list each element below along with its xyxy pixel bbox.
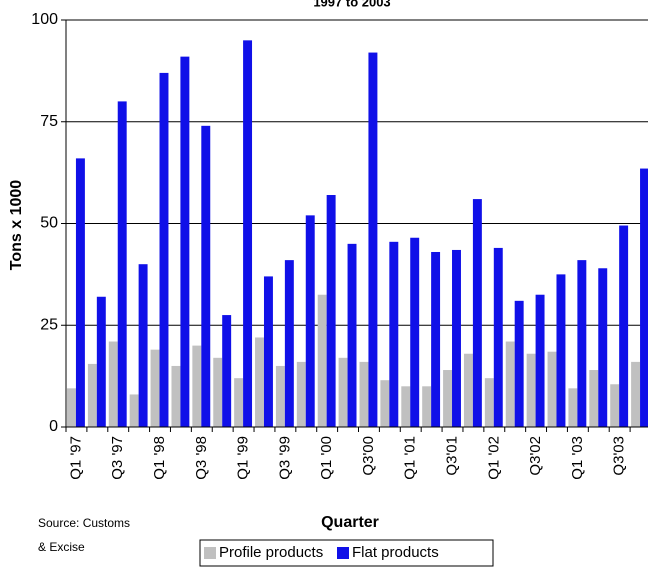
bar <box>598 268 608 427</box>
x-tick-label: Q3'00 <box>360 436 377 476</box>
bar <box>192 345 202 427</box>
bar <box>535 294 545 427</box>
bar <box>589 370 599 427</box>
x-tick-label: Q1 '01 <box>402 436 419 480</box>
x-tick-label: Q1 '00 <box>318 436 335 480</box>
x-tick-label: Q3 '99 <box>276 436 293 480</box>
bar <box>368 52 378 428</box>
bar <box>275 365 285 427</box>
bar <box>338 357 348 427</box>
y-tick-label: 100 <box>31 11 58 28</box>
bar <box>296 361 306 427</box>
bar <box>484 378 494 427</box>
bar <box>422 386 432 427</box>
x-tick-label: Q1 '99 <box>235 436 252 480</box>
bar <box>180 56 190 427</box>
y-tick-label: 75 <box>40 113 58 130</box>
bar <box>431 251 441 427</box>
bar <box>305 215 315 427</box>
source-note: Source: Customs <box>38 516 130 530</box>
bar <box>129 394 139 427</box>
bar <box>640 168 648 427</box>
bar <box>87 363 97 427</box>
x-tick-label: Q1 '03 <box>569 436 586 480</box>
y-axis-label: Tons x 1000 <box>8 180 25 271</box>
bar <box>138 264 148 427</box>
bar <box>222 315 232 427</box>
bar <box>452 249 461 427</box>
x-tick-label: Q3 '98 <box>193 436 210 480</box>
bar <box>96 296 106 427</box>
bar <box>326 195 336 427</box>
bar <box>389 241 399 427</box>
bar <box>159 72 169 427</box>
bar <box>347 243 357 427</box>
bar <box>255 337 264 427</box>
bar <box>380 380 390 427</box>
bar <box>67 388 76 427</box>
bar <box>284 260 294 427</box>
bar <box>514 300 524 427</box>
bar <box>568 388 578 427</box>
x-tick-label: Q1 '97 <box>67 436 84 480</box>
x-tick-label: Q1 '02 <box>485 436 502 480</box>
bar <box>108 341 118 427</box>
bar <box>201 125 211 427</box>
bar <box>359 361 369 427</box>
legend-swatch <box>204 547 216 559</box>
bar <box>150 349 160 427</box>
source-note: & Excise <box>38 540 85 554</box>
bar <box>463 353 473 427</box>
bar <box>171 365 181 427</box>
bar <box>117 101 127 428</box>
bar <box>443 370 453 427</box>
bar <box>631 361 641 427</box>
bar <box>577 260 587 427</box>
x-tick-label: Q3'01 <box>443 436 460 476</box>
bar <box>243 40 253 427</box>
chart-title: 1997 to 2003 <box>313 0 390 9</box>
x-tick-label: Q3'02 <box>527 436 544 476</box>
bar <box>505 341 515 427</box>
bar <box>317 294 327 427</box>
x-tick-label: Q3 '97 <box>109 436 126 480</box>
bar <box>493 247 503 427</box>
bar <box>472 199 482 427</box>
bar <box>401 386 411 427</box>
bar <box>610 384 620 427</box>
x-tick-label: Q1 '98 <box>151 436 168 480</box>
bar <box>75 158 85 427</box>
x-tick-label: Q3'03 <box>611 436 628 476</box>
y-tick-label: 0 <box>49 418 58 435</box>
y-tick-label: 50 <box>40 215 58 232</box>
legend-label: Flat products <box>352 544 439 561</box>
legend-label: Profile products <box>219 544 323 561</box>
bar <box>234 378 244 427</box>
bar <box>526 353 536 427</box>
bar <box>547 351 557 427</box>
legend-swatch <box>337 547 349 559</box>
x-axis-label: Quarter <box>321 514 379 531</box>
bar <box>213 357 223 427</box>
bar <box>263 276 273 427</box>
y-tick-label: 25 <box>40 316 58 333</box>
bar <box>410 237 420 427</box>
bar <box>619 225 629 427</box>
bar <box>556 274 566 427</box>
